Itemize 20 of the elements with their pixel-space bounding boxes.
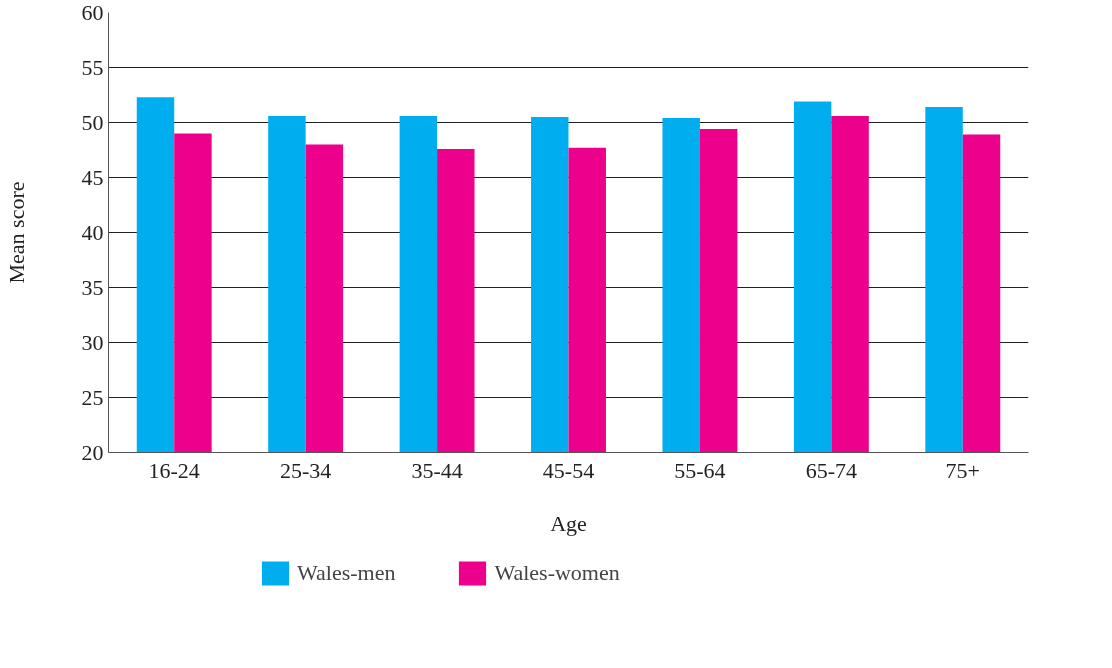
x-axis-title: Age [550,510,587,536]
x-tick-label: 75+ [945,457,980,483]
y-tick-label: 50 [81,109,104,135]
legend-label: Wales-women [494,559,620,587]
y-tick-label: 45 [81,164,104,190]
x-tick-label: 65-74 [805,457,858,483]
x-tick-label: 35-44 [411,457,463,483]
y-tick-label: 55 [81,54,104,80]
legend-label: Wales-men [297,559,396,587]
y-tick-label: 35 [81,274,104,300]
y-axis-title: Mean score [3,181,29,284]
y-tick-label: 20 [81,439,104,465]
x-tick-label: 16-24 [148,457,200,483]
y-tick-label: 25 [81,384,104,410]
x-tick-label: 55-64 [674,457,726,483]
x-tick-label: 25-34 [279,457,332,483]
y-tick-label: 40 [81,219,104,245]
y-tick-label: 30 [81,329,104,355]
y-tick-label: 60 [81,0,104,25]
x-tick-label: 45-54 [542,457,595,483]
